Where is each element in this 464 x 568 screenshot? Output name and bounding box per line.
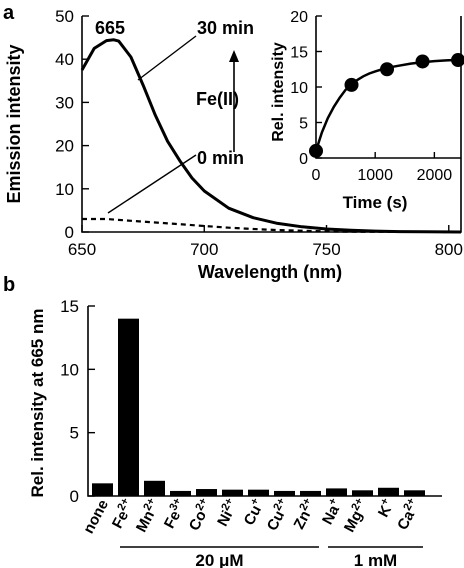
leader-30min (137, 35, 197, 81)
bar-fe3p (170, 490, 191, 496)
category-label: Cu+ (239, 496, 268, 528)
panel-a-xlabel: Wavelength (nm) (198, 262, 342, 282)
inset-data-point (380, 62, 395, 77)
a-ytick-label: 20 (55, 137, 74, 156)
bar-cu2p (274, 490, 295, 496)
bar-co2p (196, 489, 217, 496)
panel-a-frame (81, 16, 462, 233)
panel-b-ylabel: Rel. intensity at 665 nm (28, 309, 47, 498)
inset-ytick-label: 15 (290, 45, 308, 62)
b-ytick-label: 5 (70, 424, 79, 443)
inset-xtick-label: 1000 (357, 167, 393, 184)
panel-b-label: b (3, 274, 15, 296)
bar-nap (326, 488, 347, 496)
category-label: Ni2+ (212, 496, 242, 529)
category-label: Fe3+ (159, 496, 190, 531)
bar-mn2p (144, 480, 165, 496)
category-label: Zn2+ (289, 496, 320, 532)
leader-0min (107, 154, 197, 214)
panel-a-label: a (3, 2, 15, 24)
category-label: Ca2+ (392, 496, 424, 533)
a-xtick-label: 650 (68, 240, 96, 259)
inset-xtick-label: 0 (312, 167, 321, 184)
label-fe2: Fe(II) (196, 89, 239, 109)
inset-data-point (451, 53, 464, 68)
inset-xtick-label: 2000 (417, 167, 453, 184)
bar-ni2p (222, 489, 243, 496)
inset-ytick-label: 20 (290, 9, 308, 26)
bar-kp (378, 487, 399, 496)
category-label: Mg2+ (339, 496, 372, 535)
inset-ytick-label: 10 (290, 80, 308, 97)
a-xtick-label: 700 (190, 240, 218, 259)
a-ytick-label: 50 (55, 7, 74, 26)
inset-data-point (415, 54, 430, 69)
peak-label: 665 (95, 18, 125, 38)
a-ytick-label: 0 (65, 223, 74, 242)
bar-fe2p (118, 318, 139, 496)
category-label: Co2+ (184, 496, 216, 534)
panel-a-ylabel: Emission intensity (4, 44, 24, 203)
b-ytick-label: 10 (60, 360, 79, 379)
bar-ca2p (404, 490, 425, 496)
inset-data-point (344, 77, 359, 92)
category-label: none (80, 497, 112, 537)
a-ytick-label: 30 (55, 93, 74, 112)
a-xtick-label: 800 (435, 240, 463, 259)
category-label: Fe2+ (107, 496, 138, 531)
b-ytick-label: 0 (70, 487, 79, 506)
category-label: Mn2+ (131, 496, 164, 535)
bar-none (92, 483, 113, 496)
group-label: 20 μM (195, 551, 243, 568)
group-label: 1 mM (354, 551, 397, 568)
bar-mg2p (352, 490, 373, 496)
a-ytick-label: 40 (55, 50, 74, 69)
bar-zn2p (300, 490, 321, 496)
b-ytick-label: 15 (60, 297, 79, 316)
category-label: Na+ (317, 496, 346, 528)
inset-xlabel: Time (s) (343, 193, 408, 212)
inset-ytick-label: 0 (299, 151, 308, 168)
category-label: K+ (373, 496, 398, 520)
inset-chart: 0 5 10 15 20 0 1000 2000 Rel. intensity Time (s… (270, 9, 464, 212)
time-arrow-head (229, 50, 239, 62)
panel-b-axes (87, 306, 442, 497)
a-xtick-label: 750 (312, 240, 340, 259)
label-0min: 0 min (197, 148, 244, 168)
bar-cup (248, 489, 269, 496)
a-ytick-label: 10 (55, 180, 74, 199)
label-30min: 30 min (197, 18, 254, 38)
inset-ytick-label: 5 (299, 116, 308, 133)
category-label: Cu2+ (262, 496, 294, 534)
inset-ylabel: Rel. intensity (270, 42, 287, 142)
inset-axes (315, 16, 461, 159)
